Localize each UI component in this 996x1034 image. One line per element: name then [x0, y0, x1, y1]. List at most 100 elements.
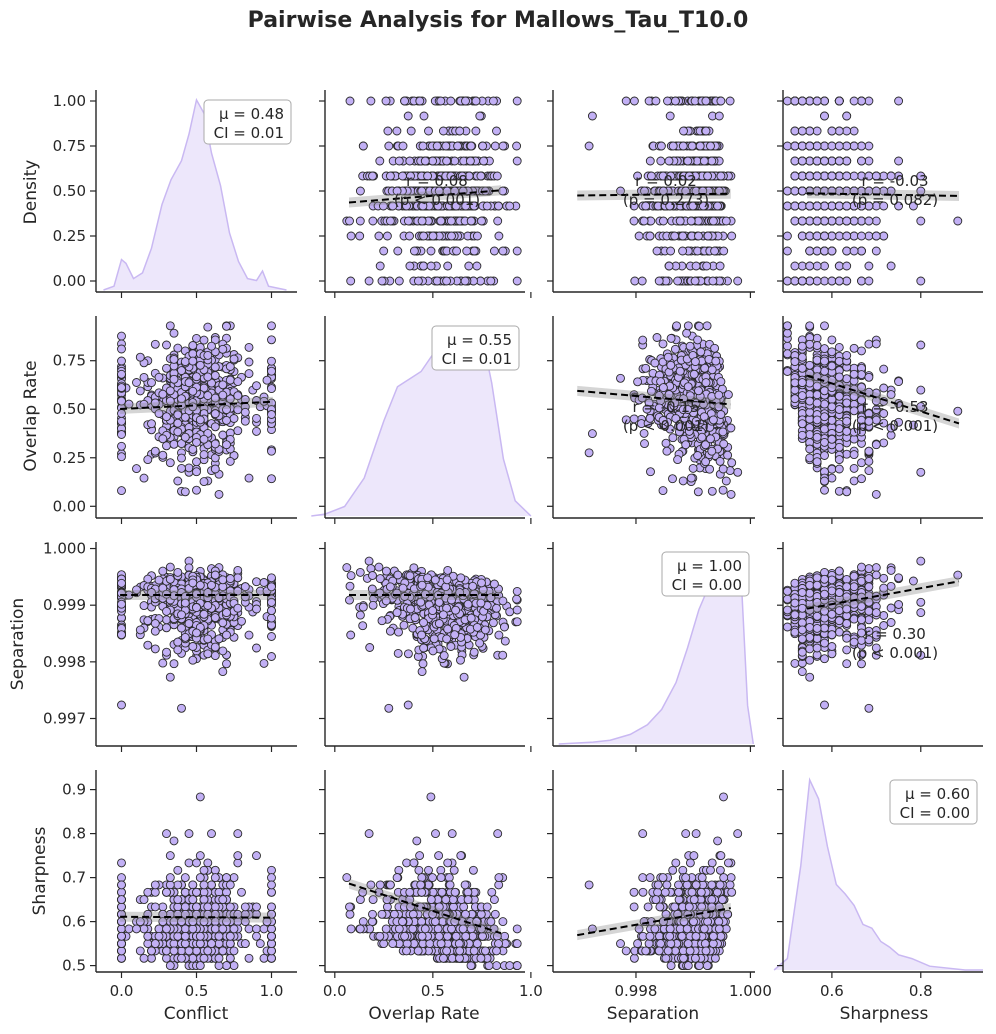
scatter-point — [464, 261, 474, 271]
scatter-point — [849, 216, 859, 226]
scatter-point — [177, 703, 186, 713]
scatter-point — [664, 156, 674, 166]
scatter-point — [403, 216, 413, 226]
scatter-point — [154, 372, 164, 382]
scatter-point — [117, 599, 126, 609]
scatter-point — [173, 567, 183, 577]
scatter-point — [782, 201, 792, 211]
scatter-point — [479, 156, 489, 166]
scatter-point — [812, 246, 822, 256]
scatter-point — [424, 126, 433, 136]
scatter-point — [442, 156, 452, 166]
scatter-point — [446, 96, 456, 106]
scatter-point — [711, 356, 721, 366]
scatter-point — [210, 464, 220, 474]
scatter-point — [827, 246, 837, 256]
scatter-point — [117, 578, 126, 588]
scatter-point — [494, 231, 504, 241]
scatter-point — [150, 644, 160, 654]
stat-mean: μ = 0.48 — [219, 105, 284, 123]
kde-fill-density — [103, 99, 287, 291]
scatter-point — [682, 328, 692, 338]
scatter-point — [452, 246, 462, 256]
x-label-separation: Separation — [607, 1004, 699, 1024]
scatter-point — [218, 646, 228, 656]
scatter-point — [820, 246, 829, 256]
scatter-point — [117, 700, 126, 710]
scatter-point — [812, 231, 822, 241]
scatter-point — [696, 347, 706, 357]
scatter-point — [849, 343, 859, 353]
scatter-point — [721, 216, 731, 226]
scatter-point — [790, 96, 800, 106]
y-tick-label: 0.999 — [43, 596, 86, 614]
scatter-point — [782, 276, 792, 286]
scatter-point — [229, 354, 239, 364]
scatter-point — [650, 358, 660, 368]
scatter-point — [392, 126, 402, 136]
scatter-point — [707, 486, 717, 496]
scatter-point — [727, 458, 737, 468]
scatter-point — [419, 231, 429, 241]
scatter-point — [827, 276, 837, 286]
scatter-point — [150, 626, 160, 636]
scatter-point — [381, 96, 391, 106]
scatter-point — [790, 378, 800, 388]
scatter-point — [716, 171, 726, 181]
scatter-point — [797, 419, 807, 429]
scatter-point — [726, 489, 736, 499]
stat-ci: CI = 0.01 — [442, 350, 512, 368]
scatter-point — [812, 355, 822, 365]
scatter-point — [953, 406, 963, 416]
scatter-point — [662, 446, 672, 456]
scatter-point — [621, 96, 631, 106]
y-tick-label: 0.25 — [53, 449, 86, 467]
correlation-r: r = -0.03 — [861, 172, 928, 190]
scatter-point — [663, 352, 673, 362]
scatter-point — [834, 342, 844, 352]
scatter-point — [184, 378, 194, 388]
scatter-point — [342, 563, 352, 573]
scatter-point — [656, 141, 666, 151]
scatter-point — [661, 438, 671, 448]
scatter-point — [199, 477, 209, 487]
scatter-point — [405, 156, 415, 166]
scatter-point — [478, 141, 488, 151]
scatter-point — [641, 363, 651, 373]
scatter-point — [629, 216, 639, 226]
correlation-r: r = -0.53 — [861, 398, 928, 416]
scatter-point — [797, 276, 807, 286]
scatter-point — [426, 261, 436, 271]
scatter-point — [180, 412, 190, 422]
scatter-point — [834, 216, 844, 226]
scatter-point — [222, 630, 231, 640]
scatter-point — [916, 276, 926, 286]
scatter-point — [252, 426, 261, 436]
scatter-point — [428, 231, 438, 241]
scatter-point — [894, 156, 904, 166]
scatter-point — [169, 328, 179, 338]
scatter-point — [706, 434, 715, 444]
scatter-point — [199, 450, 209, 460]
scatter-point — [177, 453, 186, 463]
scatter-point — [694, 231, 703, 241]
scatter-point — [267, 474, 276, 484]
x-label-overlap-rate: Overlap Rate — [368, 1004, 479, 1024]
scatter-point — [820, 485, 829, 495]
scatter-point — [857, 216, 866, 226]
scatter-point — [262, 375, 272, 385]
scatter-point — [812, 333, 822, 343]
scatter-point — [670, 344, 680, 354]
scatter-point — [782, 141, 792, 151]
scatter-point — [797, 363, 807, 373]
scatter-point — [790, 126, 800, 136]
scatter-point — [267, 613, 276, 623]
scatter-point — [857, 156, 866, 166]
scatter-point — [842, 261, 852, 271]
scatter-point — [849, 476, 859, 486]
scatter-point — [812, 398, 822, 408]
x-label-sharpness: Sharpness — [840, 1004, 929, 1024]
scatter-point — [864, 456, 874, 466]
scatter-point — [871, 231, 881, 241]
scatter-point — [782, 367, 792, 376]
